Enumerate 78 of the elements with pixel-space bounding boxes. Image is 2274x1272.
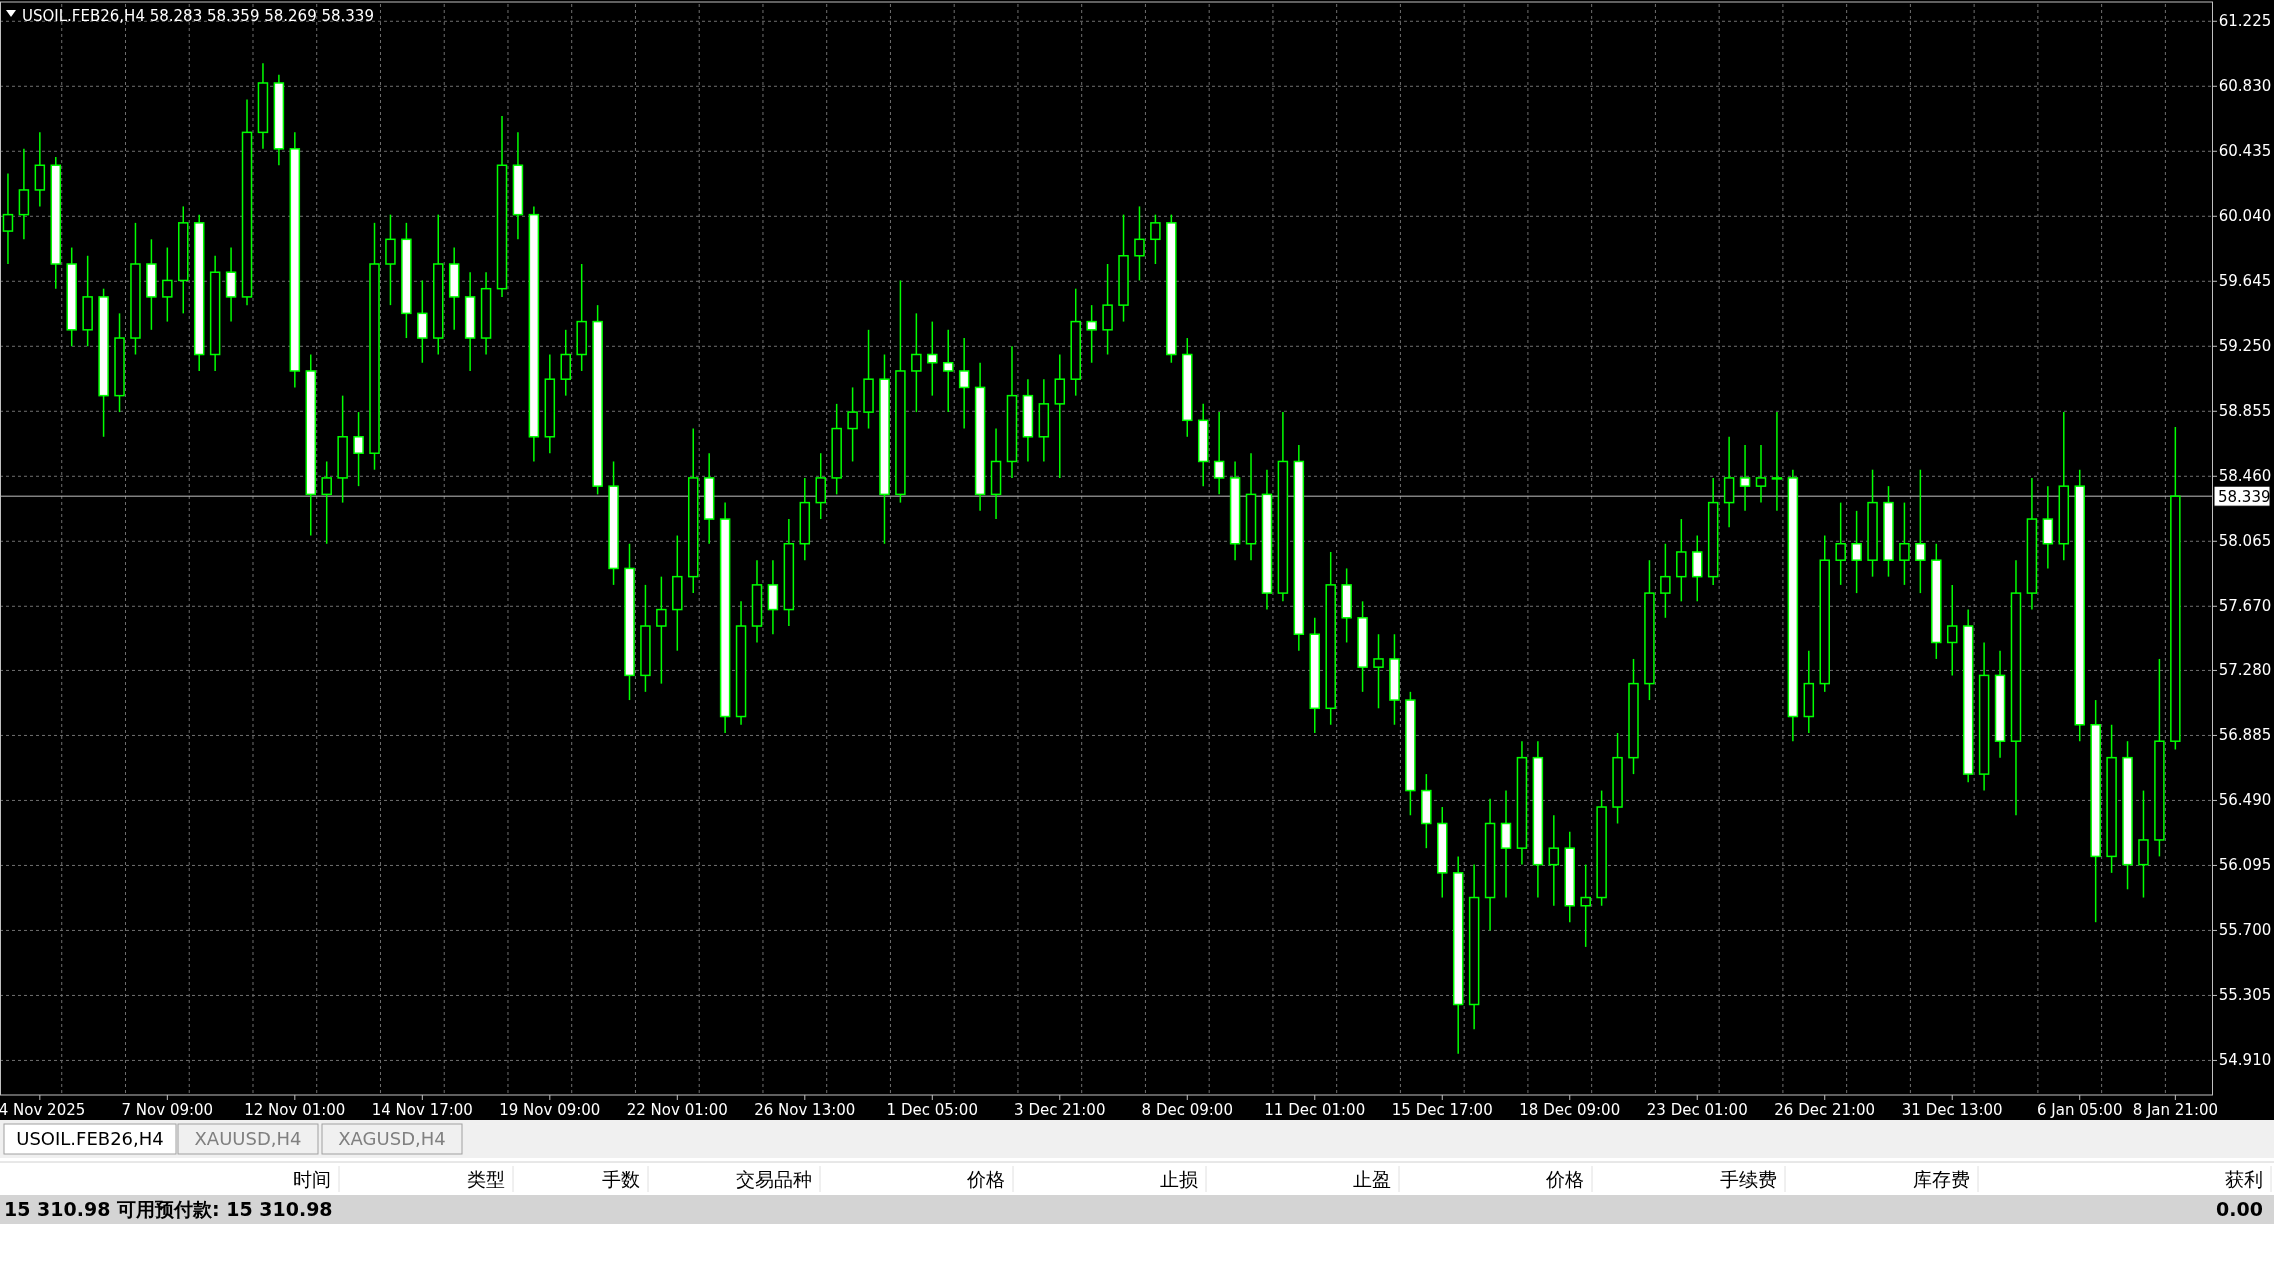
text: 库存费: [1913, 1168, 1970, 1190]
candlestick: [162, 246, 173, 323]
y-tick-label: 55.700: [2218, 921, 2272, 940]
x-tick-label: 22 Nov 01:00: [626, 1101, 728, 1119]
candlestick: [321, 460, 332, 545]
candlestick: [942, 329, 954, 413]
y-tick-label: 59.250: [2218, 337, 2272, 356]
y-tick-label: 60.435: [2218, 142, 2272, 161]
x-tick-label: 4 Nov 2025: [0, 1101, 86, 1119]
candlestick: [1580, 863, 1591, 948]
ref-line-label: 58.339: [2218, 488, 2271, 507]
candlestick: [1086, 304, 1097, 364]
x-tick-label: 1 Dec 05:00: [886, 1101, 978, 1119]
y-tick-label: 57.280: [2218, 661, 2272, 680]
candlestick: [1771, 411, 1783, 512]
x-tick-label: 26 Nov 13:00: [754, 1101, 856, 1119]
text: 15 310.98 可用预付款: 15 310.98: [4, 1198, 333, 1220]
candlestick: [1150, 213, 1161, 265]
candlestick: [927, 320, 938, 397]
text: USOIL.FEB26,H4: [16, 1128, 164, 1149]
y-tick-label: 59.645: [2218, 272, 2272, 291]
candlestick: [1835, 501, 1846, 586]
text: 时间: [293, 1168, 331, 1190]
candlestick: [1851, 510, 1862, 594]
y-tick-label: 55.305: [2218, 986, 2272, 1005]
text: 交易品种: [736, 1168, 812, 1190]
y-tick-label: 60.830: [2218, 77, 2272, 96]
candlestick: [911, 312, 922, 413]
y-tick-label: 60.040: [2218, 207, 2272, 226]
y-tick-label: 56.885: [2218, 726, 2272, 745]
x-tick-label: 14 Nov 17:00: [371, 1101, 473, 1119]
x-tick-label: 8 Jan 21:00: [2132, 1101, 2219, 1119]
x-tick-label: 31 Dec 13:00: [1901, 1101, 2003, 1119]
text: 获利: [2225, 1168, 2263, 1190]
candlestick: [1739, 444, 1751, 512]
y-tick-label: 56.490: [2218, 791, 2272, 810]
x-tick-label: 12 Nov 01:00: [244, 1101, 346, 1119]
x-tick-label: 19 Nov 09:00: [499, 1101, 601, 1119]
candlestick: [1134, 205, 1145, 282]
x-tick-label: 6 Jan 05:00: [2037, 1101, 2123, 1119]
text: 类型: [467, 1168, 505, 1190]
x-tick-label: 23 Dec 01:00: [1646, 1101, 1748, 1119]
x-tick-label: 15 Dec 17:00: [1391, 1101, 1493, 1119]
x-tick-label: 8 Dec 09:00: [1141, 1101, 1233, 1119]
text: 0.00: [2216, 1198, 2263, 1220]
y-tick-label: 57.670: [2218, 597, 2272, 616]
y-tick-label: 58.065: [2218, 532, 2272, 551]
candlestick: [1946, 584, 1958, 677]
y-tick-label: 58.855: [2218, 402, 2272, 421]
candlestick: [1660, 542, 1671, 619]
text: 止损: [1160, 1168, 1198, 1190]
y-tick-label: 58.460: [2218, 467, 2272, 486]
candlestick: [1213, 411, 1225, 496]
text: 价格: [966, 1168, 1005, 1190]
text: 手数: [602, 1168, 640, 1190]
x-tick-label: 11 Dec 01:00: [1264, 1101, 1366, 1119]
text: 价格: [1545, 1168, 1584, 1190]
candlestick: [1915, 468, 1926, 594]
candlestick: [656, 575, 667, 685]
x-tick-label: 7 Nov 09:00: [121, 1101, 214, 1119]
text: XAUUSD,H4: [194, 1128, 302, 1149]
text: 手续费: [1720, 1168, 1777, 1190]
candlestick: [847, 386, 858, 463]
y-tick-label: 61.225: [2218, 12, 2272, 31]
chart-title: USOIL.FEB26,H4 58.283 58.359 58.269 58.339: [22, 7, 374, 25]
candlestick: [958, 337, 970, 430]
x-tick-label: 3 Dec 21:00: [1014, 1101, 1106, 1119]
candlestick: [1373, 633, 1384, 710]
candlestick: [1755, 444, 1767, 504]
candlestick: [353, 411, 364, 487]
text: 止盈: [1353, 1168, 1391, 1190]
y-tick-label: 56.095: [2218, 856, 2272, 875]
text: XAGUSD,H4: [338, 1128, 446, 1149]
candlestick: [1899, 501, 1910, 586]
candlestick: [1548, 814, 1560, 907]
y-tick-label: 54.910: [2218, 1051, 2272, 1070]
x-tick-label: 26 Dec 21:00: [1774, 1101, 1876, 1119]
x-tick-label: 18 Dec 09:00: [1519, 1101, 1621, 1119]
